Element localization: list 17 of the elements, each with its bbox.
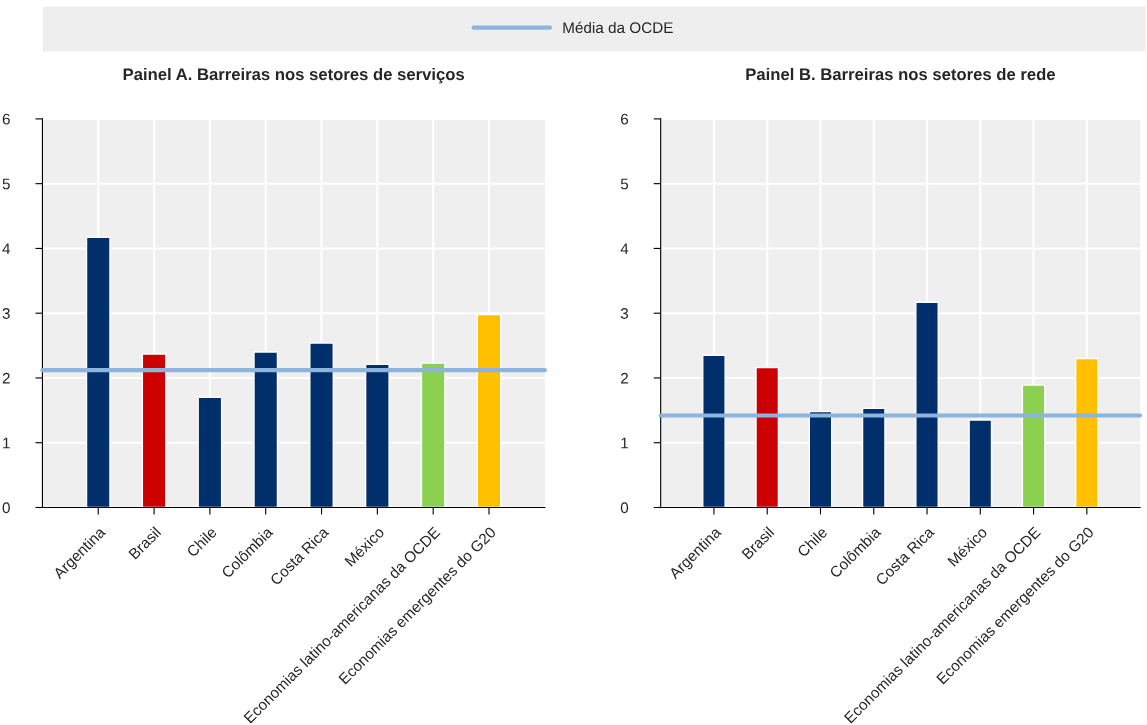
y-tick-label: 3 (2, 308, 10, 319)
y-tick-label: 4 (2, 243, 11, 254)
y-tick-label: 2 (621, 372, 628, 384)
y-tick-label: 5 (620, 178, 629, 190)
y-tick-label: 3 (620, 308, 629, 319)
y-tick-label: 5 (2, 178, 10, 190)
y-tick-label: 0 (2, 502, 10, 514)
y-tick-label: 2 (2, 372, 10, 384)
y-tick-label: 0 (620, 502, 629, 514)
y-tick-label: 6 (621, 113, 629, 125)
legend-label: Média da OCDE (563, 21, 673, 34)
chart-title: Painel A. Barreiras nos setores de serviços (123, 67, 465, 84)
y-tick-label: 1 (621, 437, 628, 449)
y-tick-label: 6 (2, 113, 10, 125)
chart-title: Painel B. Barreiras nos setores de rede (746, 67, 1055, 81)
y-tick-label: 4 (620, 243, 629, 254)
y-tick-label: 1 (3, 437, 10, 449)
